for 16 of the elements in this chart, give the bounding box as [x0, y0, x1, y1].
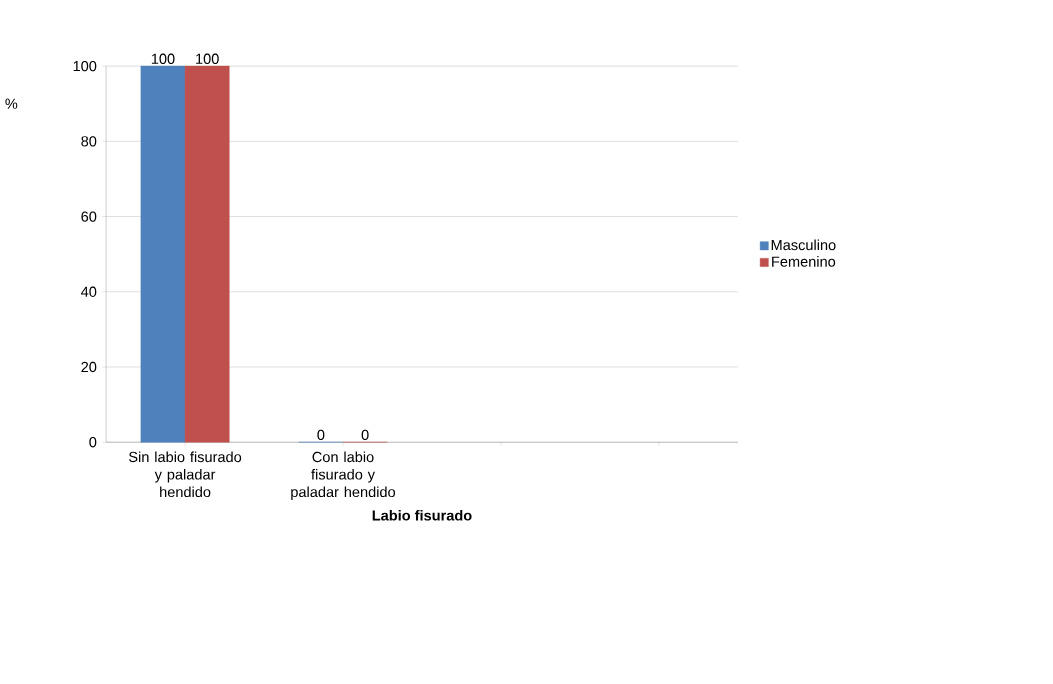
y-tick-label: 0 — [89, 436, 97, 448]
data-label: 100 — [196, 53, 219, 64]
y-axis-title: % — [5, 98, 18, 109]
data-label: 100 — [151, 53, 175, 64]
y-tick-label: 40 — [81, 286, 97, 297]
y-tick-label: 80 — [81, 136, 97, 147]
y-tick-label: 20 — [81, 361, 97, 373]
data-label: 0 — [317, 429, 325, 440]
y-tick-label: 60 — [81, 211, 97, 222]
y-tick-label: 100 — [73, 60, 97, 72]
x-tick-label: Con labio fisurado y paladar hendido — [291, 451, 396, 500]
data-label: 0 — [361, 429, 369, 440]
x-tick-label: Sin labio fisurado y paladar hendido — [128, 451, 242, 497]
x-axis-title: Labio fisurado — [372, 509, 472, 521]
legend-label: Masculino — [771, 239, 836, 251]
legend-label: Femenino — [772, 255, 836, 267]
